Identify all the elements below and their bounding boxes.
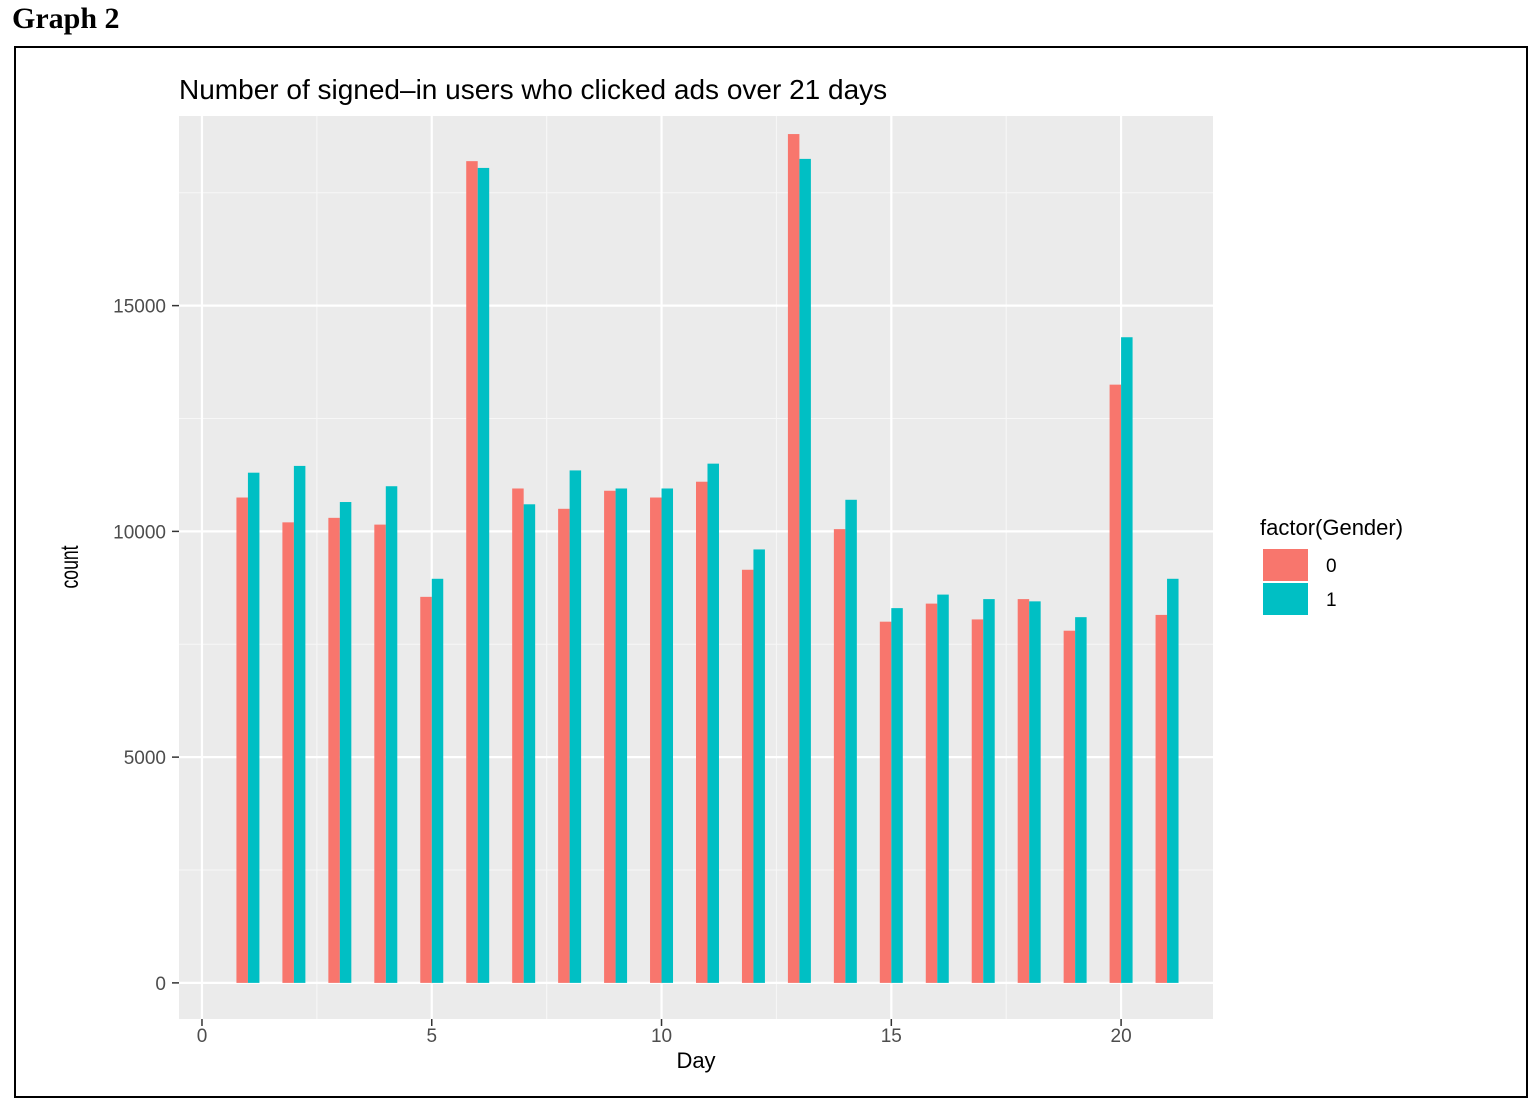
x-tick-label: 0 xyxy=(197,1026,208,1047)
x-axis-title: Day xyxy=(676,1048,715,1073)
bar-gender-1-day-8 xyxy=(569,470,582,983)
figure-frame xyxy=(14,46,1528,1098)
bar-gender-0-day-18 xyxy=(1017,599,1030,983)
legend-title: factor(Gender) xyxy=(1260,515,1403,540)
bar-gender-0-day-4 xyxy=(374,524,386,983)
legend-label-1: 1 xyxy=(1326,590,1337,611)
legend: factor(Gender) 0 1 xyxy=(1260,515,1403,615)
bar-gender-1-day-14 xyxy=(845,499,857,983)
x-axis: 0 5 10 15 20 xyxy=(197,1019,1132,1047)
bar-gender-0-day-13 xyxy=(787,134,800,983)
y-tick-label: 5000 xyxy=(124,748,166,769)
figure-heading: Graph 2 xyxy=(12,2,120,35)
bar-gender-0-day-21 xyxy=(1155,614,1168,983)
bar-gender-1-day-12 xyxy=(753,549,765,983)
x-tick-label: 5 xyxy=(426,1026,437,1047)
bar-gender-0-day-20 xyxy=(1109,384,1122,983)
bar-gender-1-day-21 xyxy=(1167,578,1179,983)
bar-gender-1-day-7 xyxy=(523,504,536,983)
legend-swatch-1 xyxy=(1263,583,1308,615)
bar-gender-0-day-8 xyxy=(558,508,570,983)
bar-gender-1-day-13 xyxy=(799,158,811,983)
bar-gender-1-day-1 xyxy=(247,472,260,983)
bar-gender-0-day-17 xyxy=(971,619,984,983)
bar-gender-1-day-10 xyxy=(661,488,674,983)
bar-gender-1-day-19 xyxy=(1075,617,1087,983)
bar-gender-0-day-7 xyxy=(512,488,524,983)
bar-gender-1-day-11 xyxy=(707,463,719,983)
bars xyxy=(236,134,1179,983)
bar-gender-0-day-5 xyxy=(420,596,432,983)
bar-gender-1-day-20 xyxy=(1121,337,1133,983)
bar-gender-0-day-14 xyxy=(833,529,846,983)
chart-title: Number of signed–in users who clicked ad… xyxy=(179,74,887,105)
legend-label-0: 0 xyxy=(1326,556,1337,577)
bar-gender-0-day-19 xyxy=(1063,630,1076,983)
legend-swatch-0 xyxy=(1263,549,1308,581)
bar-gender-0-day-15 xyxy=(879,621,892,983)
bar-gender-0-day-6 xyxy=(466,161,478,983)
y-tick-label: 15000 xyxy=(113,297,166,318)
bar-gender-1-day-3 xyxy=(339,502,352,983)
y-tick-label: 0 xyxy=(155,974,166,995)
y-axis-title: count xyxy=(55,545,84,588)
bar-gender-1-day-6 xyxy=(477,167,490,983)
bar-gender-1-day-9 xyxy=(615,488,628,983)
bar-gender-0-day-9 xyxy=(604,490,616,983)
x-tick-label: 10 xyxy=(651,1026,672,1047)
x-tick-label: 15 xyxy=(881,1026,902,1047)
bar-gender-1-day-18 xyxy=(1029,601,1041,983)
bar-gender-0-day-10 xyxy=(650,497,662,983)
y-tick-label: 10000 xyxy=(113,522,166,543)
bar-gender-1-day-4 xyxy=(385,486,398,983)
bar-gender-1-day-16 xyxy=(937,594,949,983)
bar-gender-0-day-16 xyxy=(925,603,938,983)
bar-gender-0-day-3 xyxy=(328,517,340,983)
bar-gender-1-day-17 xyxy=(983,599,995,983)
bar-gender-0-day-1 xyxy=(236,497,248,983)
x-tick-label: 20 xyxy=(1111,1026,1132,1047)
bar-gender-0-day-12 xyxy=(741,569,754,983)
bar-gender-1-day-15 xyxy=(891,608,903,983)
bar-gender-0-day-11 xyxy=(696,481,708,983)
bar-gender-1-day-5 xyxy=(431,578,444,983)
bar-gender-1-day-2 xyxy=(293,465,306,983)
bar-gender-0-day-2 xyxy=(282,522,294,983)
y-axis: 0 5000 10000 15000 xyxy=(113,297,179,995)
